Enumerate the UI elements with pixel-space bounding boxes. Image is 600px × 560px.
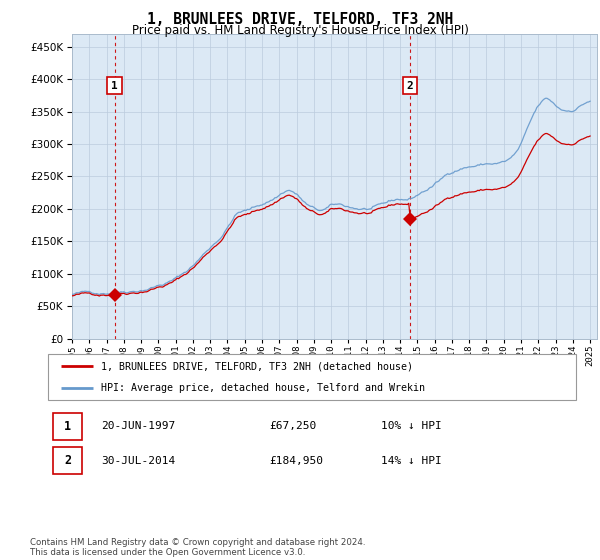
Text: 1: 1 <box>111 81 118 91</box>
FancyBboxPatch shape <box>53 413 82 440</box>
Text: Contains HM Land Registry data © Crown copyright and database right 2024.
This d: Contains HM Land Registry data © Crown c… <box>30 538 365 557</box>
Text: HPI: Average price, detached house, Telford and Wrekin: HPI: Average price, detached house, Telf… <box>101 383 425 393</box>
Text: 1, BRUNLEES DRIVE, TELFORD, TF3 2NH: 1, BRUNLEES DRIVE, TELFORD, TF3 2NH <box>147 12 453 27</box>
Text: £67,250: £67,250 <box>270 421 317 431</box>
Text: 20-JUN-1997: 20-JUN-1997 <box>101 421 175 431</box>
Text: 10% ↓ HPI: 10% ↓ HPI <box>380 421 442 431</box>
Text: 14% ↓ HPI: 14% ↓ HPI <box>380 456 442 465</box>
Text: Price paid vs. HM Land Registry's House Price Index (HPI): Price paid vs. HM Land Registry's House … <box>131 24 469 37</box>
FancyBboxPatch shape <box>53 447 82 474</box>
Text: 1, BRUNLEES DRIVE, TELFORD, TF3 2NH (detached house): 1, BRUNLEES DRIVE, TELFORD, TF3 2NH (det… <box>101 361 413 371</box>
Text: 1: 1 <box>64 420 71 433</box>
Text: 2: 2 <box>64 454 71 467</box>
FancyBboxPatch shape <box>48 354 576 400</box>
Text: £184,950: £184,950 <box>270 456 324 465</box>
Text: 30-JUL-2014: 30-JUL-2014 <box>101 456 175 465</box>
Text: 2: 2 <box>407 81 413 91</box>
